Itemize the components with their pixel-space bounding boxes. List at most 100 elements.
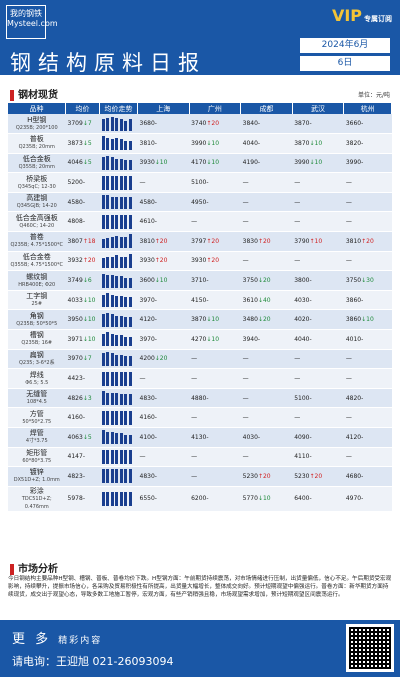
trend-bar <box>101 257 105 268</box>
trend-bar <box>115 255 118 268</box>
arrow-up-icon: ↑20 <box>257 237 271 245</box>
arrow-down-icon: ↓5 <box>82 159 92 167</box>
section-analysis-label: 市场分析 <box>18 564 58 575</box>
price-value: — <box>191 375 198 383</box>
shanghai-price-cell: — <box>137 172 190 193</box>
product-name-cell: 低合金板 Q355B; 20mm <box>8 153 66 174</box>
price-value: — <box>139 375 146 383</box>
qr-code-icon[interactable] <box>346 624 394 672</box>
product-name: 无缝管 <box>26 390 48 399</box>
price-value: 4147- <box>67 453 85 461</box>
trend-bar <box>110 139 114 151</box>
price-value: 3970 <box>67 355 83 363</box>
shanghai-price-cell: 3810- <box>137 133 190 154</box>
trend-bar <box>115 354 118 366</box>
trend-bar <box>128 316 132 327</box>
guangzhou-price-cell: 3797↑20 <box>189 231 241 252</box>
trend-bar <box>128 491 132 506</box>
table-row: 无缝管 108*4.5 4826↓3 4830- 4880- —5100- 4820- <box>8 388 392 409</box>
trend-bar <box>106 238 109 249</box>
arrow-up-icon: ↑20 <box>309 472 323 480</box>
shanghai-price-cell: 4100- <box>137 427 190 448</box>
trend-bar <box>110 431 114 445</box>
trend-bar <box>106 332 109 347</box>
trend-bar <box>110 256 114 268</box>
price-value: 4580- <box>67 198 85 206</box>
trend-bar <box>128 356 132 366</box>
price-value: 4880- <box>191 394 209 402</box>
trend-bar <box>124 175 127 190</box>
arrow-down-icon: ↓10 <box>309 159 323 167</box>
price-value: 4170 <box>191 159 207 167</box>
trend-bar <box>119 433 123 445</box>
wuhan-price-cell: — <box>292 172 344 193</box>
trend-bar <box>128 160 132 170</box>
arrow-down-icon: ↓10 <box>361 316 374 324</box>
price-value: 3840- <box>242 120 261 128</box>
price-value: — <box>242 198 249 206</box>
price-value: 4160- <box>139 414 157 422</box>
price-value: 3830 <box>242 237 258 245</box>
trend-bar <box>128 214 132 229</box>
price-value: 4190- <box>242 159 261 167</box>
arrow-down-icon: ↓10 <box>206 139 220 147</box>
trend-bar <box>110 214 114 229</box>
arrow-up-icon: ↑10 <box>309 237 323 245</box>
product-spec: Q235B; 200*100 <box>15 124 58 131</box>
trend-bar <box>101 175 105 190</box>
price-value: 5770 <box>242 495 258 503</box>
trend-bar <box>110 469 114 484</box>
wuhan-price-cell: 3990↓10 <box>292 153 344 174</box>
price-value: 4970- <box>345 495 364 503</box>
chengdu-price-cell: 3610↓40 <box>240 290 293 311</box>
guangzhou-price-cell: — <box>189 447 241 468</box>
price-value: — <box>191 472 198 480</box>
price-value: — <box>242 453 249 461</box>
price-value: 4100- <box>139 433 157 441</box>
price-value: 5200- <box>67 179 85 187</box>
arrow-down-icon: ↓10 <box>82 335 96 343</box>
product-name-cell: 角钢 Q235B; 50*50*5 <box>8 309 66 331</box>
price-value: 3600 <box>139 277 155 285</box>
trend-bar <box>119 393 123 406</box>
product-spec: Q345GJB; 14-20 <box>16 203 57 210</box>
arrow-down-icon: ↓5 <box>82 139 92 147</box>
price-value: — <box>294 218 301 226</box>
trend-bar <box>115 276 118 288</box>
price-value: 4826 <box>67 394 83 402</box>
trend-bar <box>119 491 123 506</box>
table-row: 方管 50*50*2.75 4160- 4160- — — — — <box>8 407 392 428</box>
wuhan-price-cell: — <box>292 368 344 389</box>
product-name-cell: 焊管 4寸*3.75 <box>8 427 66 448</box>
trend-bar <box>124 316 127 327</box>
column-header: 上海 <box>137 103 190 114</box>
product-name-cell: 低合金卷 Q355B; 4.75*1500*C <box>8 251 66 272</box>
trend-bar <box>115 469 118 484</box>
wuhan-price-cell: 3800- <box>292 270 344 291</box>
trend-bar <box>124 196 127 210</box>
trend-bar <box>124 393 127 406</box>
chengdu-price-cell: 4040- <box>240 133 293 154</box>
price-value: — <box>345 218 352 226</box>
trend-bar <box>110 371 114 386</box>
price-value: 5230 <box>294 472 310 480</box>
trend-bar <box>119 139 123 151</box>
product-name: 低合金卷 <box>22 252 51 261</box>
average-price-cell: 4580- <box>65 192 100 213</box>
average-price-cell: 4423- <box>65 368 100 389</box>
trend-bar <box>119 335 123 347</box>
trend-bar <box>119 236 123 249</box>
product-spec: Q235; 3-6*2系 <box>18 359 55 366</box>
price-value: — <box>294 414 301 422</box>
trend-bar <box>128 140 132 151</box>
trend-sparkline <box>101 430 136 445</box>
shanghai-price-cell: 4610- <box>137 211 190 233</box>
wuhan-price-cell: 5230↑20 <box>292 466 344 487</box>
guangzhou-price-cell: 5100- <box>189 172 241 193</box>
guangzhou-price-cell: — <box>189 466 241 487</box>
trend-cell <box>99 192 138 213</box>
table-row: 低合金卷 Q355B; 4.75*1500*C 3932↑20 3930↑20 3930… <box>8 251 392 272</box>
contact-phone: 请电询：王迎旭 021-26093094 <box>12 655 174 668</box>
section-prices-label: 钢材现货 <box>18 90 58 101</box>
price-value: 6400- <box>294 495 312 503</box>
